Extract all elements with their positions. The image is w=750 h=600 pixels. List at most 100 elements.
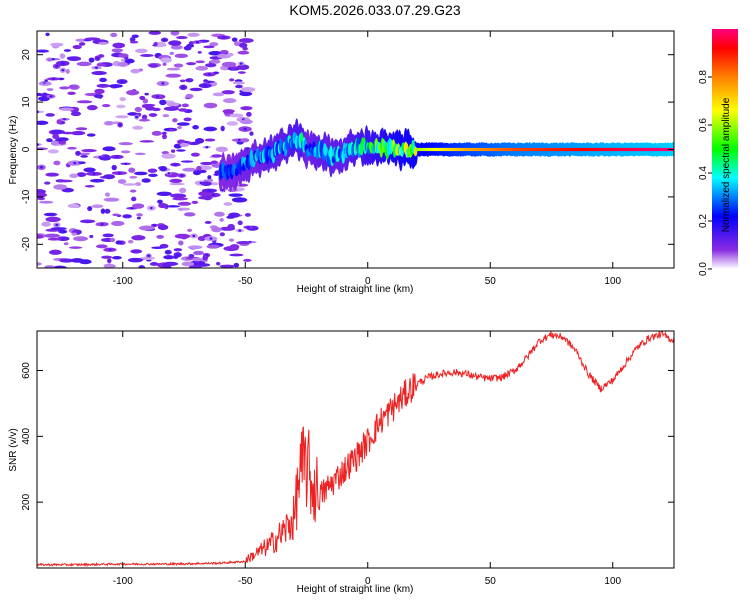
spectrogram-noise-blob xyxy=(84,37,101,41)
spectrogram-noise-core xyxy=(137,216,141,220)
spectrogram-x-label: Height of straight line (km) xyxy=(297,284,414,295)
spectrogram-noise-blob xyxy=(237,50,250,55)
spectrogram-noise-blob xyxy=(129,189,137,193)
spectrogram-noise-core xyxy=(61,68,65,72)
spectrogram-noise-blob xyxy=(144,92,149,96)
spectrogram-noise-blob xyxy=(198,195,213,200)
spectrogram-noise-blob xyxy=(185,78,194,83)
spectrogram-noise-blob xyxy=(172,197,188,201)
spectrogram-noise-blob xyxy=(173,248,183,252)
spectrogram-noise-blob xyxy=(140,256,156,260)
spectrogram-noise-blob xyxy=(194,138,205,144)
spectrogram-noise-core xyxy=(209,237,213,240)
spectrogram-noise-blob xyxy=(195,60,206,64)
spectrogram-noise-blob xyxy=(89,234,94,239)
spectrogram-noise-blob xyxy=(240,87,256,93)
spectrogram-noise-blob xyxy=(186,62,197,66)
spectrogram-noise-blob xyxy=(235,84,243,89)
spectrogram-noise-core xyxy=(40,121,44,124)
spectrogram-noise-blob xyxy=(63,49,72,52)
spectrogram-noise-core xyxy=(246,226,250,229)
spectrogram-noise-blob xyxy=(96,63,107,67)
snr-x-tick-label: -100 xyxy=(113,576,133,587)
spectrogram-noise-core xyxy=(61,230,65,233)
spectrogram-noise-blob xyxy=(147,168,158,173)
spectrogram-noise-blob xyxy=(206,244,220,249)
spectrogram-noise-blob xyxy=(131,196,137,202)
spectrogram-noise-core xyxy=(152,224,156,227)
spectrogram-noise-blob xyxy=(178,207,184,211)
spectrogram-noise-blob xyxy=(210,160,218,164)
spectrogram-noise-blob xyxy=(244,213,251,217)
colorbar-tick-label: 0.4 xyxy=(698,166,709,180)
spectrogram-noise-core xyxy=(96,56,100,60)
spectrogram-noise-blob xyxy=(138,225,155,231)
spectrogram-noise-blob xyxy=(104,120,114,126)
spectrogram-noise-blob xyxy=(38,96,50,102)
spectrogram-noise-blob xyxy=(183,117,192,122)
spectrogram-noise-blob xyxy=(89,178,105,183)
spectrogram-noise-blob xyxy=(127,239,134,244)
spectrogram-noise-blob xyxy=(174,233,191,239)
spectrogram-noise-core xyxy=(92,172,96,176)
spectrogram-noise-blob xyxy=(131,235,146,241)
spectrogram-noise-blob xyxy=(43,212,58,217)
spectrogram-noise-blob xyxy=(96,83,110,88)
spectrogram-noise-blob xyxy=(191,257,203,262)
spectrogram-noise-blob xyxy=(151,130,162,136)
spectrogram-noise-blob xyxy=(112,213,120,217)
spectrogram-noise-blob xyxy=(178,187,187,194)
spectrogram-noise-blob xyxy=(128,167,136,173)
spectrogram-noise-core xyxy=(181,86,185,89)
spectrogram-noise-blob xyxy=(236,241,251,245)
spectrogram-noise-blob xyxy=(111,164,117,171)
spectrogram-ridge xyxy=(218,118,674,193)
spectrogram-noise-blob xyxy=(111,220,125,227)
spectrogram-noise-core xyxy=(128,59,132,63)
spectrogram-noise-blob xyxy=(70,131,86,136)
spectrogram-noise-core xyxy=(44,79,48,83)
snr-y-label: SNR (v/v) xyxy=(8,428,19,471)
spectrogram-noise-blob xyxy=(129,175,138,179)
spectrogram-noise-core xyxy=(108,248,112,251)
spectrogram-noise-blob xyxy=(221,90,235,95)
spectrogram-noise-blob xyxy=(170,149,176,153)
spectrogram-noise-blob xyxy=(129,37,136,42)
spectrogram-noise-blob xyxy=(127,257,143,263)
spectrogram-noise-blob xyxy=(204,138,216,142)
spectrogram-y-tick-label: 0 xyxy=(21,146,32,152)
spectrogram-noise-blob xyxy=(222,109,235,114)
spectrogram-x-tick-label: 0 xyxy=(365,276,371,287)
spectrogram-noise-blob xyxy=(174,53,189,58)
spectrogram-noise-blob xyxy=(195,65,209,71)
spectrogram-noise-blob xyxy=(115,115,129,119)
spectrogram-noise-core xyxy=(80,161,84,164)
spectrogram-noise-blob xyxy=(120,150,131,154)
spectrogram-noise-blob xyxy=(227,223,235,230)
spectrogram-noise-blob xyxy=(188,254,195,258)
spectrogram-noise-blob xyxy=(53,160,61,166)
spectrogram-noise-core xyxy=(51,58,55,61)
spectrogram-noise-blob xyxy=(185,93,194,99)
spectrogram-noise-blob xyxy=(67,203,80,209)
spectrogram-noise-blob xyxy=(193,250,204,256)
spectrogram-noise-blob xyxy=(84,184,95,188)
spectrogram-noise-blob xyxy=(164,265,172,268)
spectrogram-noise-blob xyxy=(103,197,120,202)
spectrogram-noise-blob xyxy=(37,192,47,198)
colorbar-label: Normalized spectral amplitude xyxy=(721,97,732,232)
spectrogram-noise-blob xyxy=(211,226,222,233)
spectrogram-noise-core xyxy=(212,193,216,197)
spectrogram-noise-blob xyxy=(72,44,82,50)
spectrogram-noise-blob xyxy=(99,77,107,83)
spectrogram-noise-core xyxy=(238,229,242,232)
spectrogram-noise-core xyxy=(120,80,124,83)
spectrogram-noise-blob xyxy=(91,71,107,76)
spectrogram-noise-blob xyxy=(134,171,148,176)
spectrogram-noise-blob xyxy=(50,129,65,135)
spectrogram-noise-blob xyxy=(66,56,75,60)
spectrogram-noise-blob xyxy=(246,111,252,117)
spectrogram-noise-blob xyxy=(44,181,51,185)
spectrogram-noise-blob xyxy=(46,88,54,91)
